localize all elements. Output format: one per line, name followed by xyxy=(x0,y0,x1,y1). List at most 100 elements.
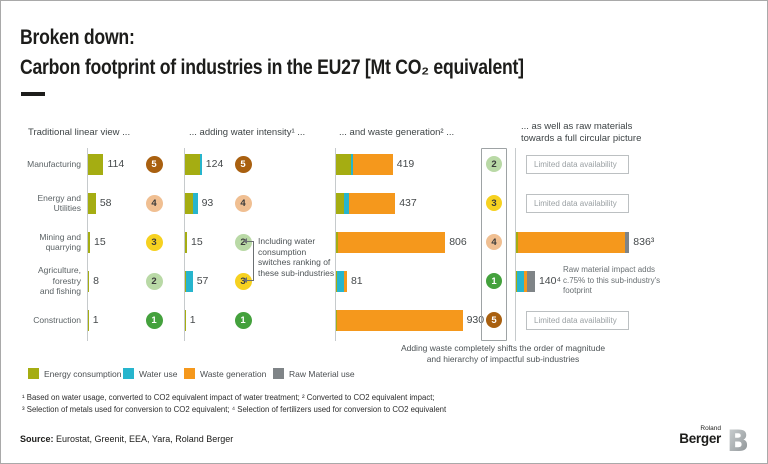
bar-value-label: 93 xyxy=(201,197,214,209)
title-line-1: Broken down: xyxy=(20,26,135,49)
logo-roland: Roland xyxy=(700,425,721,432)
bar: 140⁴ xyxy=(516,270,561,292)
raw-material-line-3: footprint xyxy=(563,286,592,295)
raw-material-annotation: Raw material impact adds c.75% to this s… xyxy=(563,265,660,297)
rank-badge: 3 xyxy=(486,195,502,211)
rank-badge: 5 xyxy=(145,155,163,173)
bar-segment-water xyxy=(343,192,349,214)
waste-note-line-2: and hierarchy of impactful sub-industrie… xyxy=(426,353,580,364)
bar-segment-raw xyxy=(526,270,535,292)
legend-item-energy: Energy consumption xyxy=(28,368,122,379)
row-label: Mining and quarrying xyxy=(9,232,81,253)
bar-segment-water xyxy=(200,153,202,175)
bar: 58 xyxy=(88,192,112,214)
bar-segment-energy xyxy=(336,192,344,214)
bar-segment-waste xyxy=(348,192,396,214)
water-switch-line-1: Including water xyxy=(258,236,316,246)
row-label: Agriculture, forestry and fishing xyxy=(9,265,81,297)
waste-rank-box xyxy=(481,148,507,341)
bar-value-label: 419 xyxy=(396,158,415,170)
water-switch-line-3: switches ranking of xyxy=(258,257,331,267)
legend-item-waste: Waste generation xyxy=(184,368,266,379)
panel-header-raw-line-1: ... as well as raw materials xyxy=(521,121,633,132)
rank-badge: 4 xyxy=(145,194,163,212)
bar-segment-energy xyxy=(185,309,186,331)
bar-segment-waste xyxy=(518,231,626,253)
panel-header-water: ... adding water intensity¹ ... xyxy=(189,127,306,138)
rank-badge: 4 xyxy=(486,234,502,250)
bar: 806 xyxy=(336,231,467,253)
bar: 8 xyxy=(88,270,99,292)
svg-text:B: B xyxy=(728,425,748,455)
source-line: Source: Eurostat, Greenit, EEA, Yara, Ro… xyxy=(20,434,233,444)
row-label: Construction xyxy=(9,315,81,326)
bar-segment-water xyxy=(337,270,344,292)
rank-badge: 5 xyxy=(234,155,252,173)
rank-badge: 1 xyxy=(486,273,502,289)
bar-segment-energy xyxy=(516,231,519,253)
row-label-line: quarrying xyxy=(45,242,81,252)
bar-segment-waste xyxy=(338,231,446,253)
bar: 93 xyxy=(185,192,214,214)
bar: 15 xyxy=(88,231,106,253)
legend-label: Water use xyxy=(139,368,178,379)
bar-value-label: 1 xyxy=(189,314,196,326)
bracket-line xyxy=(253,241,254,281)
row-label-line: forestry xyxy=(52,275,81,286)
bar: 419 xyxy=(336,153,415,175)
bar-value-label: 140⁴ xyxy=(538,275,561,287)
logo-b-icon: B xyxy=(727,424,749,460)
limited-data-box: Limited data availability xyxy=(526,310,629,330)
rank-badge: 5 xyxy=(486,312,502,328)
bar-value-label: 81 xyxy=(350,275,363,287)
legend-label: Raw Material use xyxy=(289,368,355,379)
axis-line xyxy=(335,148,336,341)
bracket-arrow-top-icon xyxy=(243,238,247,244)
bar-segment-energy xyxy=(185,231,188,253)
limited-data-box: Limited data availability xyxy=(526,154,629,174)
legend-label: Energy consumption xyxy=(44,368,122,379)
row-label-line: Utilities xyxy=(53,203,81,213)
bar-segment-energy xyxy=(336,309,337,331)
source-text: Eurostat, Greenit, EEA, Yara, Roland Ber… xyxy=(53,434,234,444)
bar: 81 xyxy=(336,270,363,292)
bar-value-label: 15 xyxy=(191,236,203,248)
waste-note-line-1: Adding waste completely shifts the order… xyxy=(400,343,606,353)
bar-value-label: 806 xyxy=(449,236,467,248)
bar-value-label: 836³ xyxy=(633,236,655,248)
row-label: Energy and Utilities xyxy=(9,193,81,214)
rank-badge: 1 xyxy=(234,311,252,329)
bar-value-label: 437 xyxy=(399,197,417,209)
bar: 437 xyxy=(336,192,417,214)
energy-swatch-icon xyxy=(28,368,39,379)
title-dash xyxy=(21,92,45,96)
bar-segment-energy xyxy=(185,192,193,214)
bar-value-label: 930 xyxy=(466,314,485,326)
bracket-arrow-bottom-icon xyxy=(243,277,247,283)
bar-value-label: 57 xyxy=(196,275,209,287)
bar-segment-water xyxy=(517,270,524,292)
bar-value-label: 114 xyxy=(107,158,125,170)
logo-berger: Berger xyxy=(679,431,721,446)
bar: 1 xyxy=(185,309,196,331)
bar-segment-energy xyxy=(88,153,104,175)
bar-segment-energy xyxy=(88,309,89,331)
axis-line xyxy=(515,148,516,341)
panel-header-linear: Traditional linear view ... xyxy=(28,127,131,138)
legend-label: Waste generation xyxy=(200,368,267,379)
legend-item-water: Water use xyxy=(123,368,177,379)
bar: 836³ xyxy=(516,231,655,253)
panel-header-waste: ... and waste generation² ... xyxy=(339,127,455,138)
raw-material-line-1: Raw material impact adds xyxy=(563,265,656,274)
footnote-line-2: ³ Selection of metals used for conversio… xyxy=(22,405,447,414)
rank-badge: 2 xyxy=(486,156,502,172)
bar-segment-waste xyxy=(523,270,527,292)
source-label: Source: xyxy=(20,434,54,444)
rank-badge: 1 xyxy=(145,311,163,329)
bar-value-label: 1 xyxy=(92,314,99,326)
raw-material-line-2: c.75% to this sub-industry's xyxy=(563,275,661,285)
limited-data-box: Limited data availability xyxy=(526,193,629,213)
water-switch-line-4: these sub-industries xyxy=(258,267,335,278)
bar: 1 xyxy=(88,309,99,331)
